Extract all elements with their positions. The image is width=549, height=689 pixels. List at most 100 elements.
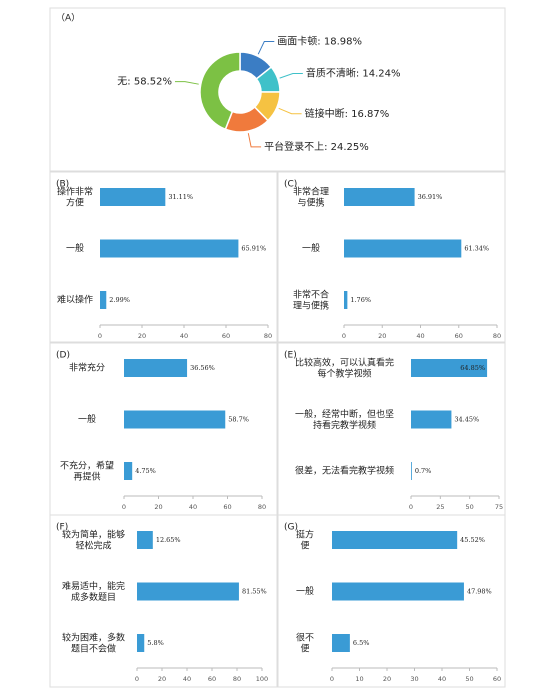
- x-tick-label: 40: [438, 675, 446, 683]
- category-label: 一般: [78, 413, 96, 425]
- x-tick-label: 0: [342, 332, 346, 340]
- panel-frame: [49, 514, 278, 688]
- x-tick-label: 75: [495, 503, 503, 511]
- panel-frame: [49, 7, 506, 172]
- category-label: 比较高效，可以认真看完每个教学视频: [295, 356, 394, 379]
- panel-title: (G): [284, 523, 298, 533]
- value-label: 36.91%: [418, 193, 443, 201]
- value-label: 12.65%: [156, 536, 181, 544]
- value-label: 5.8%: [147, 639, 164, 647]
- bar: [332, 634, 350, 652]
- panel-frame: [49, 171, 278, 343]
- bar: [411, 462, 412, 480]
- slice-label: 音质不清晰: 14.24%: [306, 67, 401, 80]
- leader-line: [279, 73, 303, 79]
- x-tick-label: 20: [383, 675, 391, 683]
- category-label: 一般，经常中断，但也坚持看完教学视频: [295, 408, 394, 431]
- x-tick-label: 20: [158, 675, 166, 683]
- bar: [100, 291, 107, 309]
- category-label: 较为简单，能够轻松完成: [62, 528, 125, 551]
- category-label: 一般: [296, 585, 314, 597]
- category-label: 非常合理与便携: [293, 185, 329, 208]
- value-label: 47.98%: [467, 588, 492, 596]
- category-label: 一般: [302, 242, 320, 254]
- slice-label: 链接中断: 16.87%: [305, 107, 390, 120]
- x-tick-label: 40: [180, 332, 188, 340]
- x-tick-label: 20: [154, 503, 162, 511]
- value-label: 61.34%: [464, 245, 489, 253]
- panel-title: (E): [284, 351, 297, 361]
- category-label: 很差，无法看完教学视频: [295, 465, 394, 477]
- x-tick-label: 0: [98, 332, 102, 340]
- panel-title: (B): [56, 180, 69, 190]
- bar: [411, 410, 452, 429]
- slice-label: 无: 58.52%: [117, 77, 172, 88]
- leader-line: [247, 133, 262, 148]
- category-label: 非常不合理与便携: [293, 288, 329, 311]
- category-label: 较为困难，多数题目不会做: [62, 631, 125, 654]
- category-label: 操作非常方便: [57, 185, 93, 208]
- category-label: 一般: [66, 242, 84, 254]
- value-label: 64.85%: [460, 364, 485, 372]
- x-tick-label: 10: [355, 675, 363, 683]
- x-tick-label: 0: [135, 675, 139, 683]
- value-label: 81.55%: [242, 588, 267, 596]
- x-tick-label: 60: [493, 675, 501, 683]
- bar: [137, 582, 239, 601]
- x-tick-label: 40: [416, 332, 424, 340]
- x-tick-label: 30: [410, 675, 418, 683]
- value-label: 36.56%: [190, 364, 215, 372]
- value-label: 45.52%: [460, 536, 485, 544]
- category-label: 非常充分: [69, 362, 105, 374]
- x-tick-label: 80: [258, 503, 266, 511]
- panel-title: (F): [56, 523, 68, 533]
- x-tick-label: 0: [122, 503, 126, 511]
- bar: [344, 291, 348, 309]
- x-tick-label: 80: [233, 675, 241, 683]
- x-tick-label: 60: [208, 675, 216, 683]
- bar: [124, 410, 226, 429]
- leader-line: [278, 107, 302, 115]
- bar: [344, 188, 415, 206]
- x-tick-label: 40: [183, 675, 191, 683]
- bar: [332, 531, 458, 549]
- x-tick-label: 0: [409, 503, 413, 511]
- panel-title: (D): [56, 351, 70, 361]
- value-label: 65.91%: [241, 245, 266, 253]
- x-tick-label: 60: [455, 332, 463, 340]
- bar: [344, 239, 462, 258]
- panel-title: (C): [284, 180, 297, 190]
- x-tick-label: 50: [465, 675, 473, 683]
- category-label: 很不便: [296, 631, 314, 654]
- x-tick-label: 25: [436, 503, 444, 511]
- slice-label: 平台登录不上: 24.25%: [264, 140, 369, 153]
- value-label: 4.75%: [135, 467, 156, 475]
- bar: [100, 188, 166, 206]
- x-tick-label: 60: [223, 503, 231, 511]
- x-tick-label: 80: [493, 332, 501, 340]
- x-tick-label: 20: [138, 332, 146, 340]
- category-label: 不充分，希望再提供: [60, 459, 114, 482]
- panel-title: （A）: [56, 13, 80, 24]
- leader-line: [257, 41, 275, 55]
- value-label: 31.11%: [168, 193, 193, 201]
- x-tick-label: 20: [378, 332, 386, 340]
- panel-frame: [277, 171, 506, 343]
- x-tick-label: 50: [466, 503, 474, 511]
- leader-line: [174, 81, 199, 85]
- bar: [100, 239, 239, 258]
- bar: [137, 634, 145, 652]
- x-tick-label: 40: [189, 503, 197, 511]
- x-tick-label: 0: [330, 675, 334, 683]
- bar: [124, 462, 133, 480]
- x-tick-label: 60: [222, 332, 230, 340]
- value-label: 34.45%: [454, 416, 479, 424]
- bar: [332, 582, 464, 601]
- value-label: 0.7%: [415, 467, 432, 475]
- category-label: 难以操作: [57, 294, 93, 306]
- x-tick-label: 100: [256, 675, 268, 683]
- category-label: 挺方便: [296, 528, 314, 551]
- donut-slice: [199, 51, 241, 131]
- slice-label: 画面卡顿: 18.98%: [277, 35, 362, 48]
